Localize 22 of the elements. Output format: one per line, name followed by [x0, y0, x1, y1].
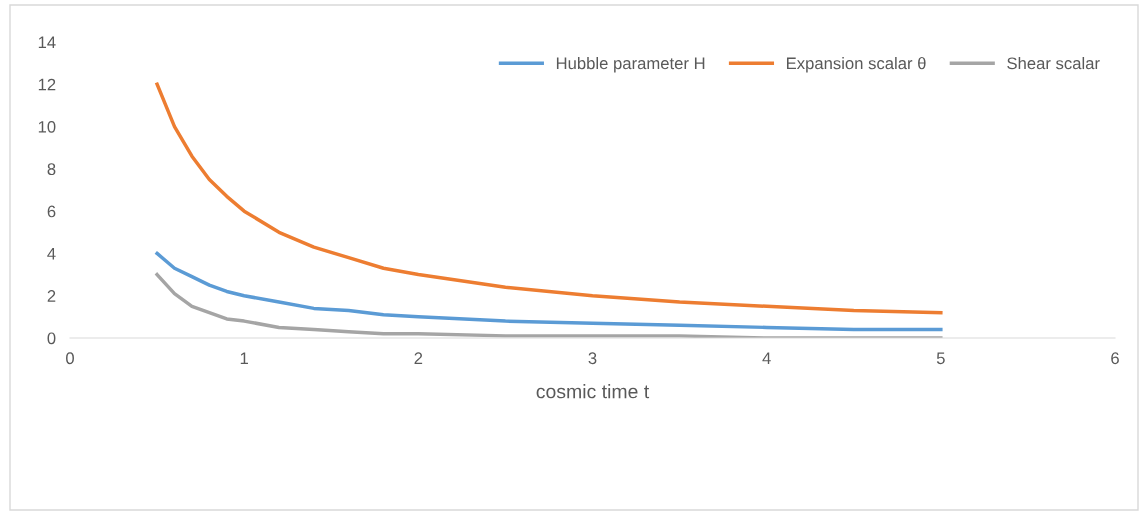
line-series — [155, 272, 943, 338]
x-tick-label: 2 — [414, 352, 423, 364]
y-tick-label: 10 — [38, 120, 56, 133]
x-tick-label: 3 — [588, 352, 597, 365]
y-tick-label: 12 — [38, 78, 56, 91]
x-tick-label: 5 — [936, 352, 945, 365]
x-tick-label: 1 — [240, 352, 248, 364]
legend-label: Hubble parameter H — [556, 57, 705, 73]
y-tick-label: 8 — [47, 163, 56, 176]
y-tick-label: 4 — [47, 248, 56, 260]
y-tick-label: 0 — [47, 332, 56, 345]
legend-label: Shear scalar — [1007, 57, 1100, 70]
x-axis-title: cosmic time t — [536, 384, 650, 399]
y-tick-label: 14 — [38, 36, 56, 49]
line-series — [155, 82, 943, 315]
y-tick-label: 2 — [47, 290, 56, 302]
x-tick-label: 4 — [762, 352, 771, 364]
x-tick-label: 6 — [1111, 352, 1119, 365]
x-tick-label: 0 — [66, 352, 74, 365]
y-tick-label: 6 — [47, 205, 56, 218]
line-series — [155, 251, 943, 332]
legend-label: Expansion scalar θ — [787, 57, 926, 73]
